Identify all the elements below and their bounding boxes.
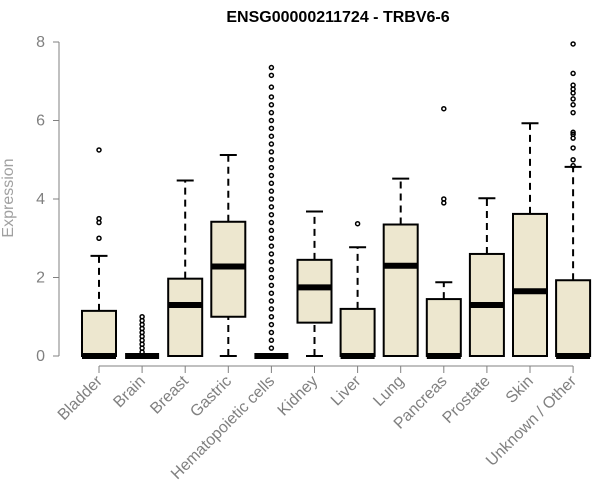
outlier-point (268, 204, 275, 210)
outlier-point (268, 180, 275, 187)
outlier-point (268, 117, 275, 124)
outlier-point (268, 219, 275, 226)
y-tick-label: 6 (36, 113, 45, 130)
outlier-point (96, 235, 102, 241)
box-unknown-other (555, 41, 592, 359)
x-tick-label: Brain (110, 373, 148, 411)
outlier-point (96, 215, 102, 222)
outlier-point (96, 147, 102, 153)
box-prostate (468, 197, 505, 357)
outlier-point (268, 188, 275, 194)
outlier-point (570, 109, 576, 116)
outlier-point (139, 314, 145, 320)
x-tick-label: Skin (503, 373, 537, 407)
outlier-point (570, 145, 576, 151)
outlier-point (570, 82, 576, 88)
outlier-point (268, 157, 275, 163)
y-tick-label: 8 (36, 34, 45, 51)
outlier-point (570, 131, 576, 137)
box-pancreas (425, 105, 462, 359)
box-body (167, 277, 204, 357)
outlier-point (570, 96, 576, 102)
outlier-point (268, 227, 275, 234)
outlier-point (268, 109, 275, 116)
outlier-point (570, 70, 576, 77)
outlier-point (268, 141, 275, 147)
outlier-point (268, 72, 275, 79)
outlier-point (268, 290, 275, 296)
outlier-point (268, 243, 275, 249)
x-tick-label: Breast (147, 372, 192, 417)
y-tick-label: 2 (36, 270, 45, 287)
box-body (382, 223, 419, 357)
chart-title: ENSG00000211724 - TRBV6-6 (226, 9, 449, 26)
y-axis-label: Expression (0, 158, 17, 237)
box-hematopoietic-cells (254, 64, 289, 359)
outlier-point (268, 306, 275, 312)
outlier-point (570, 102, 576, 108)
box-body (425, 298, 462, 357)
outlier-point (441, 196, 447, 202)
outlier-point (268, 133, 275, 139)
box-liver (339, 220, 376, 359)
outlier-point (441, 105, 447, 112)
box-body (296, 258, 333, 324)
box-body (81, 309, 117, 357)
x-tick-label: Prostate (440, 373, 494, 427)
x-tick-label: Bladder (55, 372, 106, 423)
box-body (339, 307, 376, 357)
outlier-point (268, 172, 275, 179)
y-axis: 0 2 4 6 8 (36, 34, 60, 365)
outlier-point (570, 129, 576, 136)
box-brain (125, 314, 160, 359)
x-tick-label: Lung (370, 373, 407, 410)
box-skin (512, 122, 548, 357)
box-body (512, 212, 548, 357)
box-gastric (210, 154, 247, 357)
outlier-point (268, 84, 275, 90)
outlier-point (268, 282, 275, 289)
y-tick-label: 0 (36, 348, 45, 365)
box-lung (382, 177, 419, 357)
boxes-group (81, 41, 592, 359)
outlier-point (268, 298, 275, 304)
outlier-point (268, 259, 275, 265)
outlier-point (354, 220, 361, 227)
y-tick-label: 4 (36, 191, 45, 208)
outlier-point (268, 102, 275, 108)
outlier-point (268, 164, 275, 171)
outlier-point (268, 125, 275, 132)
box-bladder (81, 147, 117, 359)
outlier-point (268, 235, 275, 241)
outlier-point (268, 345, 275, 351)
outlier-point (268, 266, 275, 273)
x-tick-label: Liver (328, 372, 365, 409)
outlier-point (268, 329, 275, 336)
outlier-point (268, 321, 275, 328)
outlier-point (268, 149, 275, 155)
x-tick-label: Kidney (275, 373, 322, 420)
outlier-point (268, 314, 275, 320)
outlier-point (268, 211, 275, 218)
box-kidney (296, 210, 333, 357)
box-body (555, 279, 592, 357)
outlier-point (268, 337, 275, 344)
outlier-point (268, 196, 275, 202)
outlier-point (268, 251, 275, 257)
outlier-point (570, 157, 576, 163)
outlier-point (570, 41, 576, 47)
outlier-point (570, 162, 576, 169)
outlier-point (268, 274, 275, 281)
outlier-point (268, 94, 275, 100)
box-breast (167, 179, 204, 357)
outlier-point (268, 64, 275, 71)
